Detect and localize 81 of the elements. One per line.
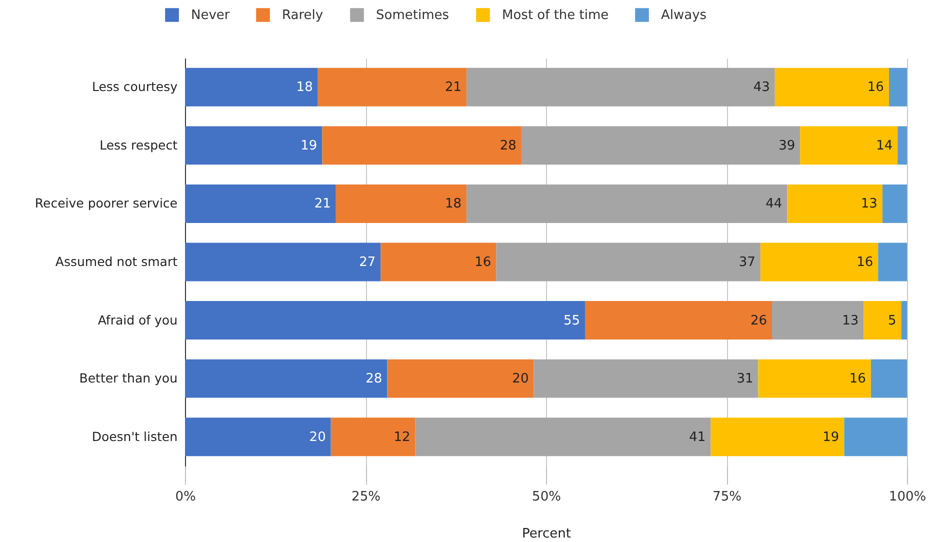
data-label: 20 [309, 430, 326, 445]
bar [185, 242, 381, 282]
data-label: 37 [738, 255, 756, 270]
data-label: 19 [300, 138, 318, 154]
bar [760, 242, 878, 282]
y-tick-label: Receive poorer service [34, 196, 178, 211]
bar [878, 242, 907, 282]
bar [496, 242, 760, 282]
y-tick-label: Less courtesy [92, 79, 178, 94]
bar [466, 184, 788, 223]
bar [534, 359, 758, 398]
bar [584, 301, 772, 340]
bar [888, 68, 907, 106]
legend-label: Most of the time [502, 8, 609, 23]
bar [870, 359, 907, 398]
data-label: 20 [512, 372, 529, 387]
y-tick-label: Better than you [79, 370, 178, 386]
data-label: 44 [766, 196, 782, 212]
bar [710, 418, 844, 456]
bar [380, 242, 496, 282]
data-label: 28 [500, 138, 516, 154]
data-label: 16 [867, 80, 884, 96]
x-tick-label: 0% [175, 490, 196, 504]
y-tick-label: Assumed not smart [55, 254, 178, 269]
bar [185, 184, 336, 223]
data-label: 39 [778, 138, 796, 154]
bar [758, 359, 871, 398]
bar [466, 68, 775, 106]
data-label: 13 [860, 196, 878, 212]
data-label: 18 [296, 80, 313, 96]
bar [882, 184, 907, 223]
data-label: 41 [689, 430, 706, 445]
bar [330, 418, 416, 456]
bar [322, 126, 522, 165]
bar [387, 359, 534, 398]
data-label: 27 [359, 255, 376, 270]
bar [898, 126, 907, 165]
data-label: 16 [474, 255, 492, 270]
bar [185, 126, 322, 165]
bar [185, 301, 585, 340]
data-label: 21 [445, 80, 462, 96]
legend-label: Never [191, 8, 230, 23]
data-label: 5 [888, 313, 896, 328]
data-label: 14 [876, 138, 893, 154]
data-label: 28 [366, 372, 382, 387]
bar [844, 418, 907, 456]
data-label: 55 [563, 313, 580, 328]
bar [787, 184, 882, 223]
data-label: 19 [822, 430, 840, 445]
x-tick-label: 75% [712, 490, 742, 504]
x-tick-label: 50% [532, 490, 561, 504]
bar [185, 418, 331, 456]
bar [772, 301, 864, 340]
bar [864, 301, 902, 340]
bar [774, 68, 889, 106]
data-label: 43 [753, 80, 770, 96]
data-label: 16 [849, 372, 866, 387]
bar [521, 126, 800, 165]
y-tick-label: Afraid of you [98, 312, 178, 328]
bar [336, 184, 467, 223]
data-label: 31 [736, 372, 754, 387]
bar [415, 418, 711, 456]
data-label: 16 [856, 255, 874, 270]
bar [185, 359, 388, 398]
legend-label: Always [661, 8, 707, 23]
data-label: 12 [394, 430, 410, 445]
legend-label: Rarely [282, 8, 324, 23]
x-tick-label: 100% [888, 490, 926, 504]
data-label: 13 [842, 313, 859, 328]
bar [800, 126, 898, 165]
bar [185, 68, 318, 106]
y-tick-label: Doesn't listen [92, 428, 178, 444]
legend-label: Sometimes [376, 8, 450, 23]
bar [901, 301, 907, 340]
bar [318, 68, 467, 106]
x-tick-label: 25% [352, 490, 380, 504]
data-label: 21 [314, 196, 331, 212]
data-label: 18 [445, 196, 462, 212]
x-axis-title: Percent [522, 526, 571, 542]
data-label: 26 [750, 313, 767, 328]
y-tick-label: Less respect [100, 137, 178, 152]
